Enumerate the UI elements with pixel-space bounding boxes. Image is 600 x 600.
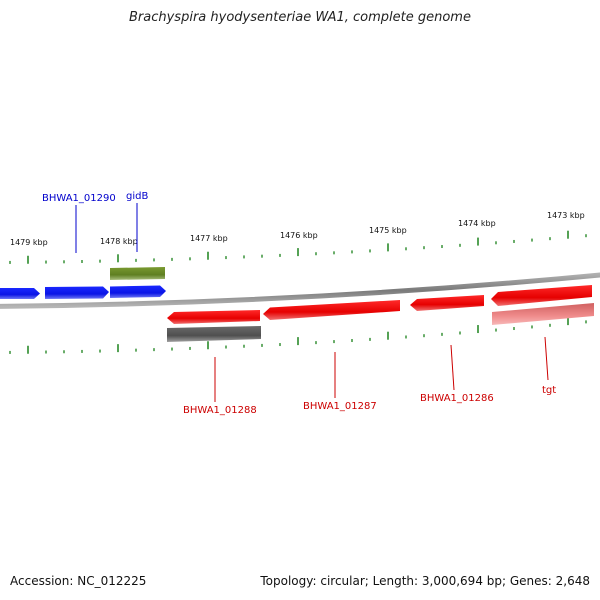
scale-labels: 1479 kbp 1478 kbp 1477 kbp 1476 kbp 1475… — [10, 211, 585, 247]
cds-tgt[interactable] — [491, 285, 592, 306]
label-bhwa1-01288[interactable]: BHWA1_01288 — [183, 405, 257, 416]
cds-forward-1[interactable] — [0, 288, 40, 299]
scale-label-1476: 1476 kbp — [280, 231, 318, 240]
scale-label-1473: 1473 kbp — [547, 211, 585, 220]
inner-scale-ticks — [9, 317, 587, 354]
scale-label-1479: 1479 kbp — [10, 238, 48, 247]
label-bhwa1-01286[interactable]: BHWA1_01286 — [420, 393, 494, 404]
cds-gidb[interactable] — [110, 285, 166, 299]
gene-bhwa1-01288[interactable] — [167, 326, 261, 342]
gene-labels: BHWA1_01290 gidB BHWA1_01288 BHWA1_01287… — [42, 191, 556, 416]
forward-cds-track — [0, 285, 166, 300]
label-leaders — [75, 203, 549, 402]
outer-scale-ticks — [9, 230, 587, 264]
cds-bhwa1-01288[interactable] — [167, 310, 260, 324]
gene-tgt[interactable] — [492, 303, 594, 325]
leader-bhwa1-01286 — [450, 344, 455, 391]
label-gidb[interactable]: gidB — [126, 191, 148, 202]
label-bhwa1-01290[interactable]: BHWA1_01290 — [42, 193, 116, 204]
scale-label-1477: 1477 kbp — [190, 234, 228, 243]
cds-bhwa1-01286[interactable] — [410, 295, 484, 311]
cds-bhwa1-01287[interactable] — [263, 300, 400, 320]
label-bhwa1-01287[interactable]: BHWA1_01287 — [303, 401, 377, 412]
accession-text: Accession: NC_012225 — [10, 574, 147, 588]
scale-label-1475: 1475 kbp — [369, 226, 407, 235]
label-tgt[interactable]: tgt — [542, 385, 556, 396]
genome-summary-text: Topology: circular; Length: 3,000,694 bp… — [260, 574, 590, 588]
leader-tgt — [544, 336, 549, 381]
reverse-cds-track — [167, 285, 592, 324]
genome-backbone — [0, 272, 600, 309]
scale-label-1474: 1474 kbp — [458, 219, 496, 228]
scale-label-1478: 1478 kbp — [100, 237, 138, 246]
map-title: Brachyspira hyodysenteriae WA1, complete… — [129, 10, 471, 25]
gene-gidb[interactable] — [110, 267, 165, 280]
cds-bhwa1-01290[interactable] — [45, 286, 109, 300]
